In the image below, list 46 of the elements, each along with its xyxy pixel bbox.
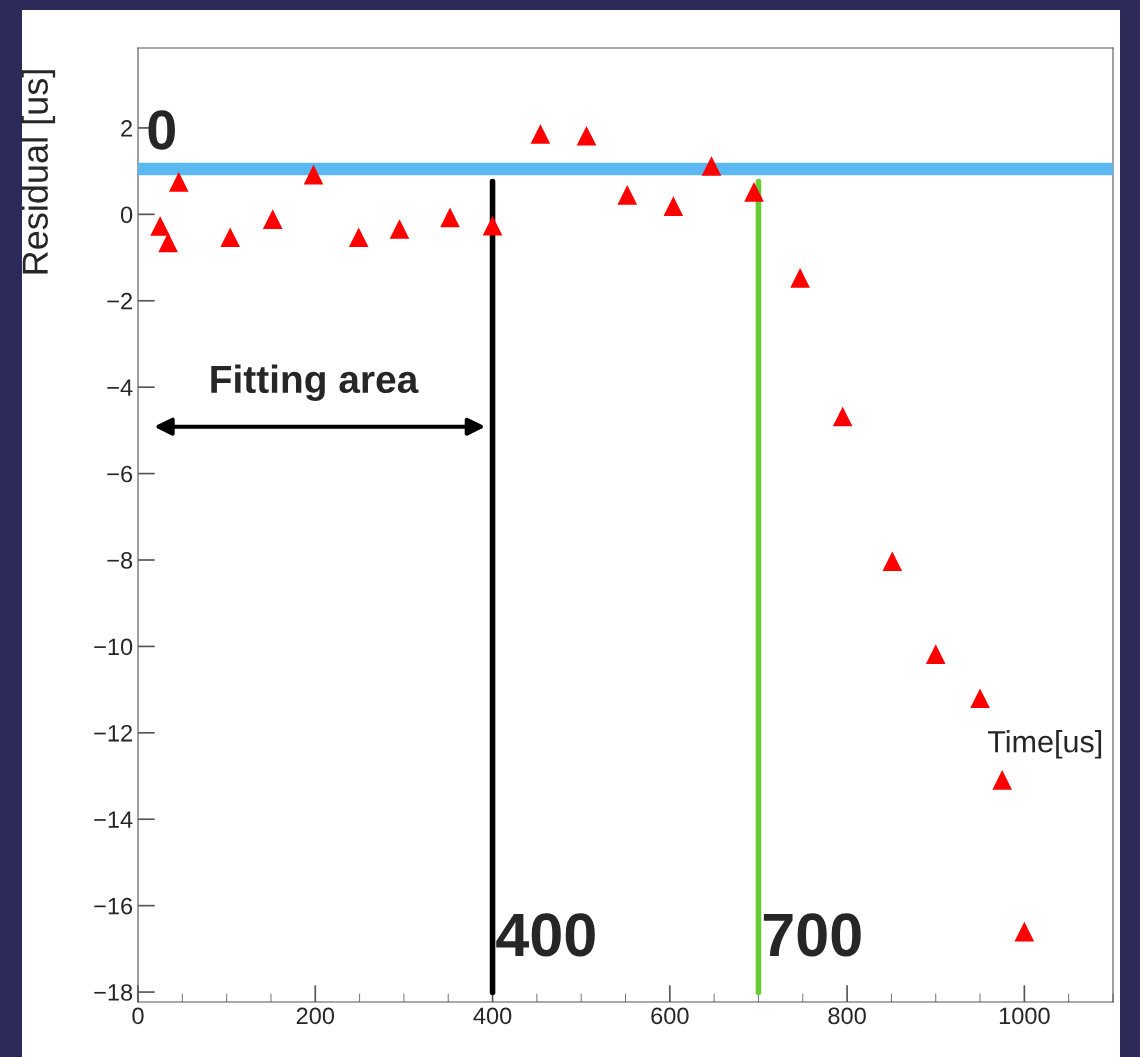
- x-tick-label: 800: [828, 1007, 866, 1025]
- ref-line-label: 400: [496, 913, 595, 957]
- y-tick-label: −10: [94, 638, 133, 656]
- y-tick-label: −16: [94, 897, 133, 915]
- y-tick-label: 0: [120, 206, 133, 224]
- point: [158, 232, 178, 253]
- point: [220, 227, 240, 248]
- point: [790, 268, 810, 288]
- point: [262, 209, 283, 229]
- y-tick-label: −18: [94, 984, 133, 1001]
- point: [576, 125, 597, 146]
- ref-line-label: 700: [763, 913, 861, 957]
- point: [882, 551, 903, 572]
- y-tick-label: 2: [121, 120, 132, 137]
- point: [701, 156, 722, 176]
- y-tick-label: −8: [107, 552, 133, 569]
- x-tick-label: 600: [651, 1007, 689, 1025]
- x-tick-label: 400: [473, 1007, 512, 1025]
- point: [744, 182, 764, 202]
- y-tick-label: −6: [107, 465, 133, 483]
- point: [168, 172, 189, 192]
- point: [482, 215, 503, 236]
- y-tick-label: −12: [94, 724, 132, 742]
- x-tick-label: 0: [132, 1007, 144, 1025]
- point: [303, 164, 324, 185]
- point: [348, 227, 369, 248]
- point: [832, 406, 853, 427]
- point: [1014, 921, 1035, 942]
- point: [530, 124, 551, 144]
- point: [389, 219, 410, 239]
- point: [150, 216, 170, 236]
- y-tick-label: −2: [107, 292, 132, 310]
- x-tick-label: 1000: [999, 1007, 1050, 1025]
- x-axis-title: Time[us]: [987, 730, 1102, 759]
- x-tick-label: 200: [296, 1007, 335, 1025]
- point: [970, 688, 990, 709]
- point: [617, 185, 638, 205]
- annotation: 0: [148, 110, 175, 150]
- y-tick-label: −4: [107, 379, 133, 396]
- annotation: Fitting area: [211, 364, 419, 401]
- point: [663, 196, 684, 216]
- y-axis-title: Residual [us]: [21, 70, 56, 274]
- point: [440, 207, 460, 228]
- point: [925, 644, 946, 665]
- y-tick-label: −14: [94, 811, 133, 828]
- point: [992, 770, 1013, 790]
